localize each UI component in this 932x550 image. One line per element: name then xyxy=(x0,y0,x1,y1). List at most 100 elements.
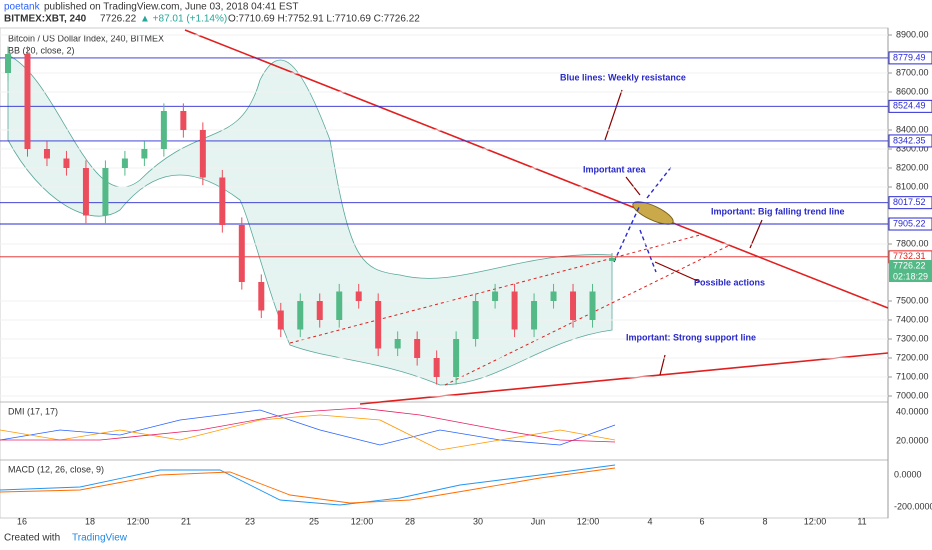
body xyxy=(141,149,148,159)
body xyxy=(82,168,89,216)
body xyxy=(453,339,460,377)
y-tick-label: 7300.00 xyxy=(896,333,929,343)
legend: BB (20, close, 2) xyxy=(8,45,75,55)
body xyxy=(472,301,479,339)
macd-tick: -200.0000 xyxy=(894,501,932,511)
annotation: Important: Strong support line xyxy=(626,332,756,342)
body xyxy=(277,310,284,330)
body xyxy=(121,158,128,168)
annotation: Important: Big falling trend line xyxy=(711,206,845,216)
body xyxy=(238,225,245,282)
y-tick-label: 8900.00 xyxy=(896,29,929,39)
body xyxy=(375,301,382,349)
body xyxy=(102,168,109,216)
body xyxy=(492,291,499,301)
level-tag xyxy=(888,196,932,210)
y-tick-label: 8600.00 xyxy=(896,86,929,96)
body xyxy=(511,291,518,330)
body xyxy=(180,111,187,130)
published: published on TradingView.com, June 03, 2… xyxy=(44,2,298,13)
dmi-tick: 40.0000 xyxy=(896,406,929,416)
y-tick-label: 7000.00 xyxy=(896,390,929,400)
possible-paths xyxy=(613,165,673,273)
body xyxy=(550,291,557,301)
x-tick-label: Jun xyxy=(531,516,546,526)
body xyxy=(433,358,440,377)
price-label: 7726.22 xyxy=(893,260,926,270)
level-tag xyxy=(888,51,932,65)
x-tick-label: 21 xyxy=(181,516,191,526)
author[interactable]: poetank xyxy=(4,2,41,13)
y-tick-label: 8200.00 xyxy=(896,162,929,172)
level-tag xyxy=(888,134,932,148)
x-tick-label: 6 xyxy=(699,516,704,526)
level-tag xyxy=(888,99,932,113)
dmi-minus xyxy=(0,414,616,451)
plot-frame xyxy=(0,27,889,519)
x-tick-label: 12:00 xyxy=(577,516,600,526)
annotation: Possible actions xyxy=(694,277,765,287)
x-tick-label: 4 xyxy=(647,516,652,526)
x-tick-label: 8 xyxy=(762,516,767,526)
body xyxy=(589,291,596,320)
x-tick-label: 30 xyxy=(473,516,483,526)
important-area xyxy=(632,201,674,225)
y-tick-label: 7500.00 xyxy=(896,295,929,305)
level-label: 7905.22 xyxy=(893,218,926,228)
level-label: 8779.49 xyxy=(893,52,926,62)
bb-band xyxy=(7,54,613,386)
x-tick-label: 12:00 xyxy=(127,516,150,526)
footer: Created with xyxy=(4,533,60,544)
body xyxy=(258,282,265,311)
legend: DMI (17, 17) xyxy=(8,406,58,416)
y-tick-label: 8400.00 xyxy=(896,124,929,134)
y-tick-label: 8700.00 xyxy=(896,67,929,77)
body xyxy=(394,339,401,349)
body xyxy=(160,111,167,149)
y-tick-label: 7400.00 xyxy=(896,314,929,324)
x-tick-label: 11 xyxy=(857,516,866,526)
level-label: 8342.35 xyxy=(893,135,926,145)
body xyxy=(570,291,577,320)
annotation: Blue lines: Weekly resistance xyxy=(560,72,686,82)
level-tag xyxy=(888,217,932,231)
body xyxy=(336,291,343,320)
change: ▲ +87.01 (+1.14%) xyxy=(140,14,227,25)
level-label: 8017.52 xyxy=(893,197,926,207)
x-tick-label: 18 xyxy=(85,516,95,526)
body xyxy=(43,149,50,159)
falling-trend xyxy=(184,29,889,309)
x-tick-label: 23 xyxy=(245,516,255,526)
countdown: 02:18:29 xyxy=(893,271,928,281)
signal xyxy=(0,467,616,504)
body xyxy=(199,130,206,178)
arrows xyxy=(604,89,763,376)
price-tag xyxy=(889,260,932,283)
y-tick-label: 7100.00 xyxy=(896,371,929,381)
y-tick-label: 7800.00 xyxy=(896,238,929,248)
y-tick-label: 7200.00 xyxy=(896,352,929,362)
body xyxy=(414,339,421,358)
body xyxy=(609,258,615,261)
x-tick-label: 28 xyxy=(405,516,415,526)
body xyxy=(63,158,70,168)
dmi-tick: 20.0000 xyxy=(896,435,929,445)
body xyxy=(24,54,31,149)
legend: Bitcoin / US Dollar Index, 240, BITMEX xyxy=(8,33,164,43)
level-label: 8524.49 xyxy=(893,101,926,111)
macd-tick: 0.0000 xyxy=(894,469,922,479)
body xyxy=(297,301,304,330)
brand[interactable]: TradingView xyxy=(72,533,128,544)
level-label: 7732.31 xyxy=(893,251,926,261)
x-tick-label: 25 xyxy=(309,516,319,526)
x-tick-label: 16 xyxy=(17,516,27,526)
last: 7726.22 xyxy=(100,14,137,25)
x-tick-label: 12:00 xyxy=(804,516,827,526)
y-tick-label: 8300.00 xyxy=(896,143,929,153)
body xyxy=(531,301,538,330)
annotation: Important area xyxy=(583,164,647,174)
body xyxy=(219,177,226,225)
body xyxy=(5,54,11,73)
